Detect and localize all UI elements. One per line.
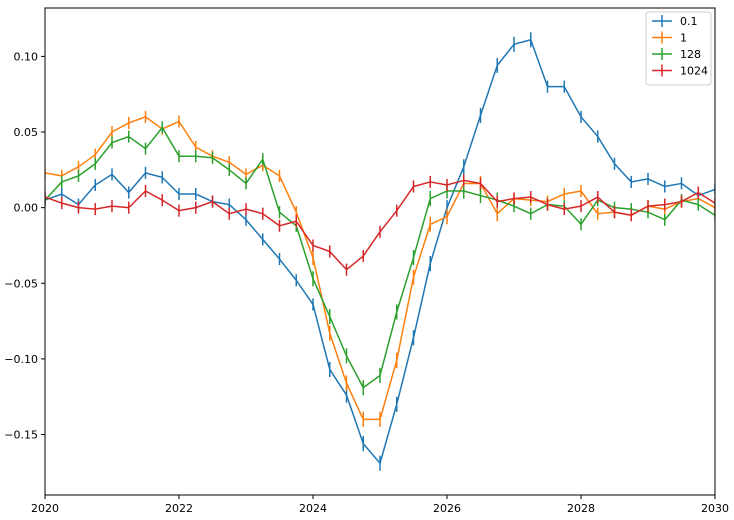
legend-label: 1024 bbox=[680, 65, 708, 78]
y-axis: −0.15 −0.10 −0.05 0.00 0.05 0.10 bbox=[4, 50, 45, 442]
legend-label: 1 bbox=[680, 32, 687, 45]
plot-area bbox=[44, 7, 716, 496]
x-tick-label: 2024 bbox=[299, 502, 327, 515]
legend-item-0.1: 0.1 bbox=[652, 15, 698, 28]
x-tick-label: 2020 bbox=[31, 502, 59, 515]
legend-item-128: 128 bbox=[652, 48, 701, 61]
x-tick-label: 2026 bbox=[433, 502, 461, 515]
x-tick-label: 2022 bbox=[165, 502, 193, 515]
y-tick-label: 0.10 bbox=[14, 50, 39, 63]
series-0.1 bbox=[45, 32, 715, 471]
series-1024 bbox=[45, 174, 715, 276]
series-layer bbox=[45, 32, 715, 471]
legend-item-1: 1 bbox=[652, 31, 687, 45]
legend-label: 0.1 bbox=[680, 15, 698, 28]
plot-frame bbox=[44, 7, 716, 496]
y-tick-label: −0.15 bbox=[4, 429, 38, 442]
legend-item-1024: 1024 bbox=[652, 64, 708, 78]
y-tick-label: 0.05 bbox=[14, 126, 39, 139]
legend: 0.1 1 128 1024 bbox=[645, 11, 712, 86]
y-tick-label: 0.00 bbox=[14, 202, 39, 215]
y-tick-label: −0.10 bbox=[4, 353, 38, 366]
x-tick-label: 2030 bbox=[701, 502, 729, 515]
y-tick-label: −0.05 bbox=[4, 277, 38, 290]
x-tick-label: 2028 bbox=[567, 502, 595, 515]
legend-label: 128 bbox=[680, 48, 701, 61]
x-axis: 2020 2022 2024 2026 2028 2030 bbox=[31, 495, 729, 515]
